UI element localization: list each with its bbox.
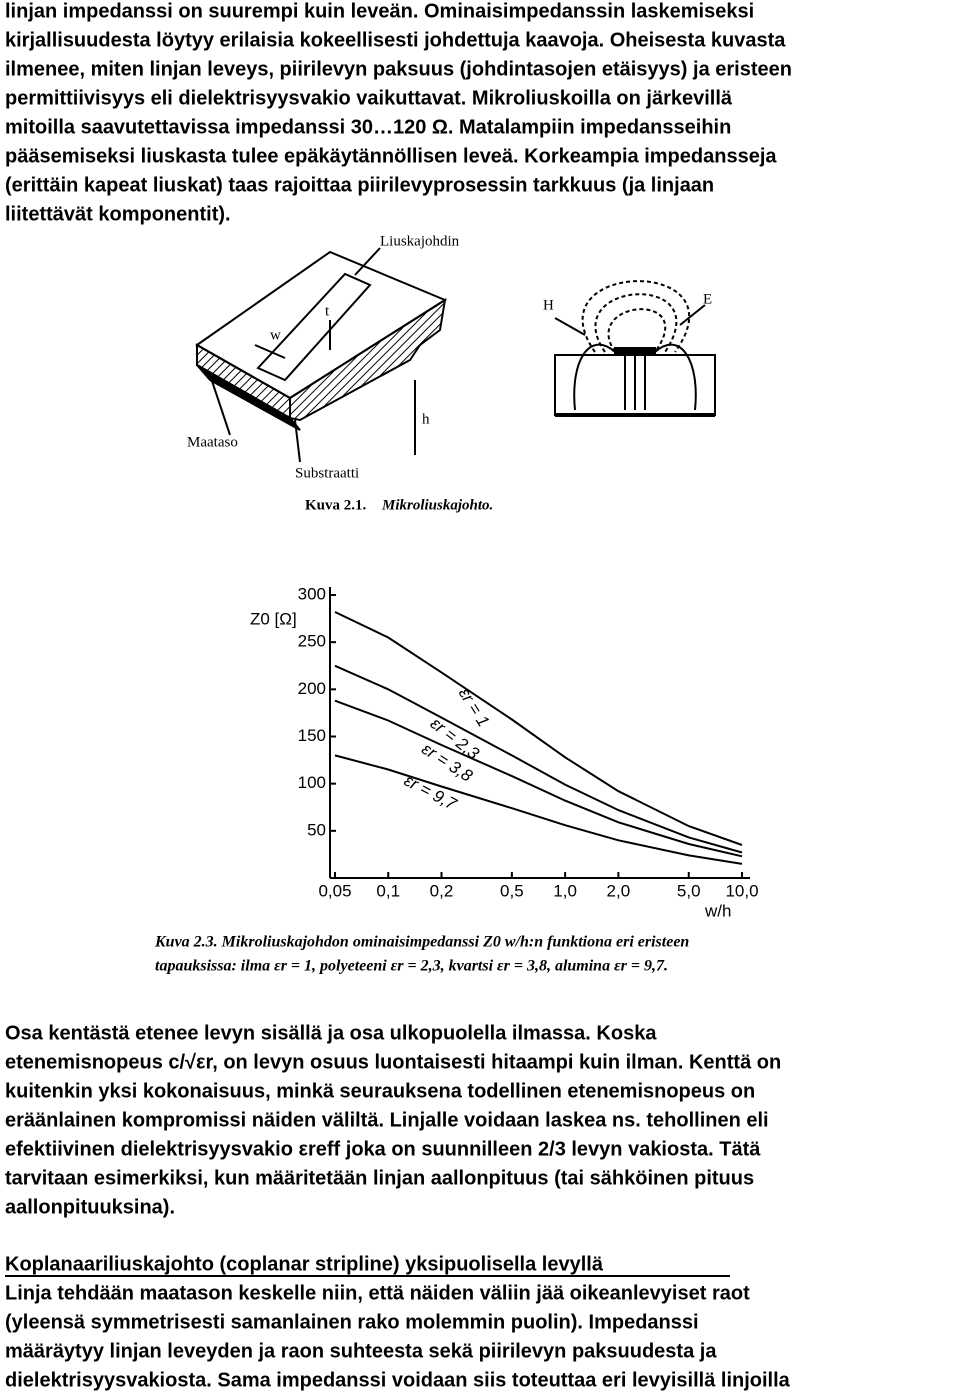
x-tick-label: 1,0 [553,881,577,900]
text-line: ilmenee, miten linjan leveys, piirilevyn… [5,58,792,80]
series-label: εr = 1 [455,684,493,730]
text-line: liitettävät komponentit). [5,203,231,225]
series-line [334,699,743,858]
microstrip-drawing [195,247,448,463]
y-tick-label: 200 [298,679,326,698]
figure-label: H [543,297,554,313]
x-tick-label: 0,05 [318,881,351,900]
text-line: dielektrisyysvakiosta. Sama impedanssi v… [5,1369,791,1391]
x-tick-label: 5,0 [677,881,701,900]
figure-caption: Kuva 2.1. [305,497,367,513]
chart-caption: tapauksissa: ilma εr = 1, polyeteeni εr … [155,958,668,975]
text-line: mitoilla saavutettavissa impedanssi 30…1… [5,116,731,138]
text-line: eräänlainen kompromissi näiden väliltä. … [5,1109,769,1131]
x-axis-label: w/h [704,901,731,920]
x-tick-label: 0,5 [500,881,524,900]
y-tick-label: 300 [298,584,326,603]
y-tick-label: 100 [298,773,326,792]
figure-label: Maataso [187,434,238,450]
text-line: kirjallisuudesta löytyy erilaisia kokeel… [5,29,786,51]
x-tick-label: 2,0 [607,881,631,900]
text-line: määräytyy linjan leveyden ja raon suhtee… [5,1340,717,1362]
chart-caption: Kuva 2.3. Mikroliuskajohdon ominaisimped… [154,934,689,951]
series-line [334,611,743,846]
y-tick-label: 50 [307,820,326,839]
text-line: Osa kentästä etenee levyn sisällä ja osa… [5,1022,657,1044]
series-label: εr = 9,7 [401,771,460,814]
figure-caption: Mikroliuskajohto. [381,497,493,513]
text-line: linjan impedanssi on suurempi kuin leveä… [5,0,754,22]
series-line [334,664,743,854]
figure-label: h [422,411,430,427]
y-tick-label: 250 [298,632,326,651]
figure-label: Liuskajohdin [380,233,460,249]
text-line: etenemisnopeus c/√εr, on levyn osuus luo… [5,1051,781,1073]
y-tick-label: 150 [298,726,326,745]
figure-label: E [703,291,712,307]
y-axis-label: Z0 [Ω] [250,609,297,628]
series-line [334,754,743,865]
text-line: (erittäin kapeat liuskat) taas rajoittaa… [5,174,714,196]
text-line: tarvitaan esimerkiksi, kun määritetään l… [5,1167,754,1189]
x-tick-label: 0,2 [430,881,454,900]
text-line: kuitenkin yksi kokonaisuus, minkä seurau… [5,1080,755,1102]
text-line: Linja tehdään maatason keskelle niin, et… [5,1282,750,1304]
text-line: efektiivinen dielektrisyysvakio εreff jo… [5,1138,761,1160]
text-line: pääsemiseksi liuskasta tulee epäkäytännö… [5,145,777,167]
figure-label: w [270,327,281,343]
text-line: (yleensä symmetrisesti samanlainen rako … [5,1311,699,1333]
field-drawing [554,280,716,417]
x-tick-label: 0,1 [376,881,400,900]
figure-label: Substraatti [295,465,359,481]
text-line: aallonpituuksina). [5,1196,175,1218]
section-heading: Koplanaariliuskajohto (coplanar striplin… [5,1253,604,1275]
figure-label: t [325,303,330,319]
text-line: permittiivisyys eli dielektrisyysvakio v… [5,87,733,109]
x-tick-label: 10,0 [725,881,758,900]
